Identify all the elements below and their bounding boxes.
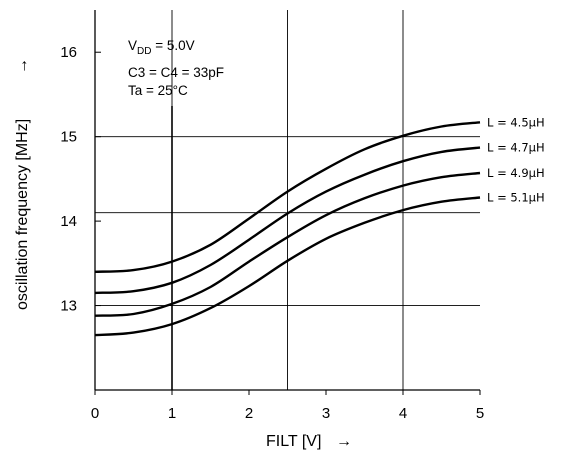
axes <box>94 10 480 391</box>
y-tick-label: 15 <box>60 129 77 146</box>
x-axis-title: FILT [V] → <box>266 433 352 450</box>
series-label: L = 4.5μH <box>487 115 545 129</box>
series-line <box>94 171 481 317</box>
x-axis-label: FILT [V] <box>266 433 321 450</box>
y-axis-label: oscillation frequency [MHz] <box>14 119 31 310</box>
series-line <box>94 196 481 337</box>
y-tick-label: 14 <box>60 213 77 230</box>
series-line <box>94 121 481 273</box>
condition-temperature: Ta = 25°C <box>128 83 188 98</box>
x-tick-label: 5 <box>476 405 484 422</box>
condition-vdd: VDD = 5.0V <box>128 38 195 57</box>
series-lines <box>94 121 481 337</box>
x-tick-label: 3 <box>322 405 330 422</box>
series-label: L = 4.7μH <box>487 141 545 155</box>
tick-labels: 0 1 2 3 4 5 13 14 15 16 <box>60 44 484 422</box>
conditions-block: VDD = 5.0V C3 = C4 = 33pF Ta = 25°C <box>128 38 224 98</box>
x-tick-label: 4 <box>399 405 407 422</box>
x-tick-label: 2 <box>245 405 253 422</box>
x-tick-label: 0 <box>91 405 99 422</box>
y-axis-title: oscillation frequency [MHz] → <box>14 58 31 310</box>
y-tick-label: 16 <box>60 44 77 61</box>
series-label: L = 4.9μH <box>487 166 545 180</box>
series-labels: L = 4.5μH L = 4.7μH L = 4.9μH L = 5.1μH <box>487 115 545 204</box>
condition-capacitors: C3 = C4 = 33pF <box>128 65 224 80</box>
series-label: L = 5.1μH <box>487 190 545 204</box>
y-tick-label: 13 <box>60 298 77 315</box>
x-tick-label: 1 <box>168 405 176 422</box>
series-line <box>94 146 481 295</box>
y-axis-arrow: → <box>14 58 31 74</box>
x-axis-arrow: → <box>336 433 352 450</box>
